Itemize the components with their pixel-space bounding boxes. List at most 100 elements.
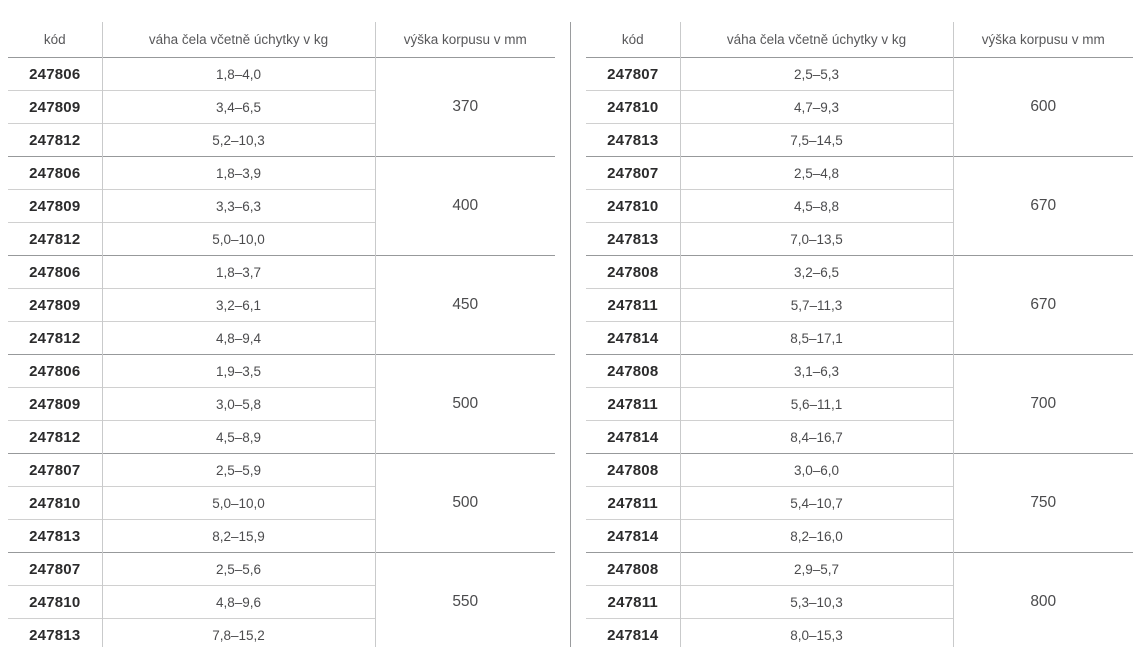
table-row: 247812 5,0–10,0 bbox=[8, 222, 555, 256]
weight-cell: 3,2–6,1 bbox=[101, 288, 376, 322]
table-row: 247807 2,5–4,8 670 bbox=[586, 156, 1133, 214]
table-row: 247813 7,0–13,5 bbox=[586, 222, 1133, 256]
code-cell: 247808 bbox=[607, 263, 659, 281]
table-row: 247806 1,8–3,9 400 bbox=[8, 156, 555, 214]
weight-cell: 3,0–6,0 bbox=[679, 453, 954, 487]
column-header-height: výška korpusu v mm bbox=[981, 32, 1105, 47]
table-row: 247814 8,2–16,0 bbox=[586, 519, 1133, 553]
height-group: 247807 2,5–4,8 670 247810 4,5–8,8 247813 7,0–1… bbox=[586, 156, 1133, 256]
header-row: kód váha čela včetně úchytky v kg výška ko… bbox=[8, 22, 555, 58]
height-cell: 600 bbox=[1030, 98, 1057, 115]
weight-cell: 3,4–6,5 bbox=[101, 90, 376, 124]
code-cell: 247809 bbox=[8, 387, 102, 421]
table-row: 247811 5,3–10,3 bbox=[586, 585, 1133, 619]
table-row: 247813 7,8–15,2 bbox=[8, 618, 555, 647]
code-cell: 247812 bbox=[8, 321, 102, 355]
table-row: 247810 4,7–9,3 bbox=[586, 90, 1133, 124]
height-cell: 670 bbox=[1030, 296, 1057, 313]
weight-cell: 5,0–10,0 bbox=[101, 486, 376, 520]
weight-cell: 5,3–10,3 bbox=[679, 585, 954, 619]
table-row: 247814 8,4–16,7 bbox=[586, 420, 1133, 454]
height-cell: 800 bbox=[1030, 593, 1057, 610]
table-row: 247810 4,5–8,8 bbox=[586, 189, 1133, 223]
table-row: 247811 5,7–11,3 bbox=[586, 288, 1133, 322]
table-row: 247813 7,5–14,5 bbox=[586, 123, 1133, 157]
code-cell: 247807 bbox=[607, 65, 659, 83]
code-cell: 247809 bbox=[8, 288, 102, 322]
table-row: 247809 3,2–6,1 bbox=[8, 288, 555, 322]
column-header-code: kód bbox=[43, 32, 66, 47]
code-cell: 247806 bbox=[29, 263, 81, 281]
code-cell: 247808 bbox=[607, 560, 659, 578]
height-group: 247808 3,2–6,5 670 247811 5,7–11,3 247814 8,5–… bbox=[586, 255, 1133, 355]
weight-cell: 2,9–5,7 bbox=[679, 552, 954, 586]
code-cell: 247807 bbox=[29, 560, 81, 578]
column-header-code: kód bbox=[621, 32, 644, 47]
table-row: 247806 1,8–4,0 370 bbox=[8, 57, 555, 115]
table-row: 247806 1,8–3,7 450 bbox=[8, 255, 555, 313]
column-header-height: výška korpusu v mm bbox=[403, 32, 527, 47]
height-cell: 700 bbox=[1030, 395, 1057, 412]
weight-cell: 2,5–5,3 bbox=[679, 57, 954, 91]
weight-cell: 2,5–5,6 bbox=[101, 552, 376, 586]
table-row: 247808 2,9–5,7 800 bbox=[586, 552, 1133, 610]
table-row: 247810 5,0–10,0 bbox=[8, 486, 555, 520]
code-cell: 247813 bbox=[586, 222, 680, 256]
code-cell: 247810 bbox=[586, 90, 680, 124]
table-row: 247809 3,4–6,5 bbox=[8, 90, 555, 124]
weight-cell: 5,4–10,7 bbox=[679, 486, 954, 520]
weight-cell: 7,5–14,5 bbox=[679, 123, 954, 157]
weight-cell: 5,0–10,0 bbox=[101, 222, 376, 256]
weight-cell: 7,8–15,2 bbox=[101, 618, 376, 647]
table-row: 247814 8,5–17,1 bbox=[586, 321, 1133, 355]
code-cell: 247810 bbox=[586, 189, 680, 223]
code-cell: 247813 bbox=[8, 618, 102, 647]
code-cell: 247811 bbox=[586, 387, 680, 421]
weight-cell: 3,1–6,3 bbox=[679, 354, 954, 388]
code-cell: 247808 bbox=[607, 362, 659, 380]
table-row: 247811 5,4–10,7 bbox=[586, 486, 1133, 520]
table-row: 247807 2,5–5,3 600 bbox=[586, 57, 1133, 115]
height-group: 247807 2,5–5,9 500 247810 5,0–10,0 247813 8,2–… bbox=[8, 453, 555, 553]
height-cell: 370 bbox=[452, 98, 479, 115]
spec-table-left: kód váha čela včetně úchytky v kg výška ko… bbox=[8, 22, 555, 647]
code-cell: 247811 bbox=[586, 486, 680, 520]
height-group: 247808 3,1–6,3 700 247811 5,6–11,1 247814 8,4–… bbox=[586, 354, 1133, 454]
code-cell: 247812 bbox=[8, 420, 102, 454]
table-row: 247808 3,1–6,3 700 bbox=[586, 354, 1133, 412]
weight-cell: 5,2–10,3 bbox=[101, 123, 376, 157]
height-cell: 750 bbox=[1030, 494, 1057, 511]
code-cell: 247806 bbox=[29, 164, 81, 182]
code-cell: 247813 bbox=[586, 123, 680, 157]
table-row: 247814 8,0–15,3 bbox=[586, 618, 1133, 647]
height-group: 247806 1,8–3,7 450 247809 3,2–6,1 247812 4,8–9… bbox=[8, 255, 555, 355]
table-row: 247813 8,2–15,9 bbox=[8, 519, 555, 553]
code-cell: 247806 bbox=[29, 65, 81, 83]
table-row: 247807 2,5–5,9 500 bbox=[8, 453, 555, 511]
table-divider bbox=[570, 22, 571, 647]
code-cell: 247810 bbox=[8, 585, 102, 619]
code-cell: 247808 bbox=[607, 461, 659, 479]
weight-cell: 8,2–15,9 bbox=[101, 519, 376, 553]
weight-cell: 5,7–11,3 bbox=[679, 288, 954, 322]
column-header-weight: váha čela včetně úchytky v kg bbox=[679, 22, 954, 58]
weight-cell: 5,6–11,1 bbox=[679, 387, 954, 421]
table-row: 247812 5,2–10,3 bbox=[8, 123, 555, 157]
table-row: 247812 4,5–8,9 bbox=[8, 420, 555, 454]
table-row: 247807 2,5–5,6 550 bbox=[8, 552, 555, 610]
weight-cell: 3,0–5,8 bbox=[101, 387, 376, 421]
height-cell: 670 bbox=[1030, 197, 1057, 214]
height-group: 247808 3,0–6,0 750 247811 5,4–10,7 247814 8,2–… bbox=[586, 453, 1133, 553]
table-row: 247811 5,6–11,1 bbox=[586, 387, 1133, 421]
table-row: 247806 1,9–3,5 500 bbox=[8, 354, 555, 412]
weight-cell: 8,4–16,7 bbox=[679, 420, 954, 454]
weight-cell: 3,3–6,3 bbox=[101, 189, 376, 223]
table-row: 247809 3,0–5,8 bbox=[8, 387, 555, 421]
code-cell: 247814 bbox=[586, 321, 680, 355]
weight-cell: 2,5–4,8 bbox=[679, 156, 954, 190]
height-group: 247806 1,8–3,9 400 247809 3,3–6,3 247812 5,0–1… bbox=[8, 156, 555, 256]
weight-cell: 8,5–17,1 bbox=[679, 321, 954, 355]
height-group: 247807 2,5–5,6 550 247810 4,8–9,6 247813 7,8–1… bbox=[8, 552, 555, 647]
height-cell: 450 bbox=[452, 296, 479, 313]
